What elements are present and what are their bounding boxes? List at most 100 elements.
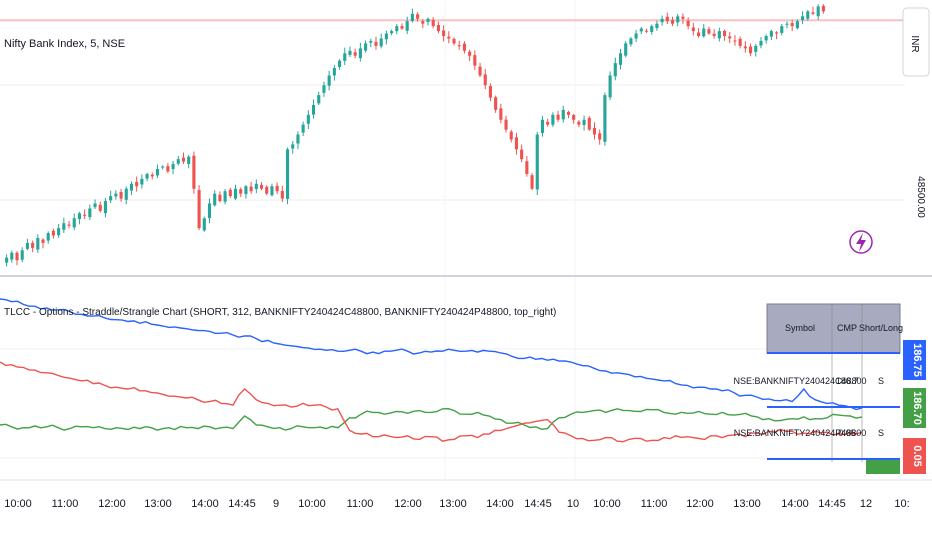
candle [452, 37, 456, 46]
candle [254, 179, 258, 194]
candle [145, 172, 149, 182]
time-tick: 14:00 [486, 498, 514, 510]
candle [738, 36, 742, 49]
badge-blue-value: 186.75 [911, 343, 923, 377]
candle [228, 187, 232, 199]
main-chart-title: Nifty Bank Index, 5, NSE [4, 38, 125, 50]
indicator-title: TLCC - Options - Straddle/Strangle Chart… [4, 307, 556, 318]
row1-cmp: 186.7 [836, 376, 859, 386]
candle [670, 16, 675, 27]
candle [166, 162, 170, 174]
candle [20, 247, 24, 263]
candle [431, 17, 435, 29]
candle [327, 70, 331, 91]
candle [540, 115, 545, 137]
candle [285, 147, 290, 205]
candle [62, 217, 66, 233]
candle [821, 4, 825, 14]
currency-label: INR [909, 35, 920, 52]
candle [712, 29, 716, 39]
series-line [0, 298, 863, 411]
candle [795, 19, 799, 30]
candle [556, 110, 560, 122]
candle [551, 112, 555, 128]
candle [686, 17, 690, 30]
candle [514, 132, 519, 155]
candle [655, 20, 659, 31]
candle [608, 71, 612, 101]
candle [171, 160, 175, 175]
candle [187, 154, 191, 169]
time-tick: 10:00 [298, 498, 326, 510]
candle [759, 37, 763, 49]
candle [343, 47, 347, 65]
candle [270, 183, 274, 197]
time-tick: 12:00 [394, 498, 422, 510]
price-badges: 186.75 186.70 0.05 [903, 340, 926, 474]
time-tick: 14:00 [191, 498, 219, 510]
candle [176, 155, 180, 166]
candle [592, 122, 597, 140]
candle [364, 40, 368, 53]
row2-side: S [878, 428, 884, 438]
candle [421, 19, 425, 29]
candle [416, 12, 420, 22]
candle [447, 31, 451, 44]
candle [405, 16, 409, 35]
series-line [0, 361, 863, 443]
candle [332, 64, 336, 81]
candle [301, 121, 305, 137]
time-tick: 13:00 [439, 498, 467, 510]
time-tick: 11:00 [347, 498, 374, 510]
currency-box[interactable] [902, 7, 930, 77]
candle [322, 81, 326, 97]
candle [181, 152, 186, 165]
candle [67, 220, 71, 229]
candle [665, 12, 669, 25]
candle [681, 13, 685, 24]
candle [561, 105, 565, 123]
candle [77, 211, 81, 225]
candle [306, 110, 310, 129]
candle [572, 113, 576, 124]
candle [57, 223, 61, 238]
candle [369, 38, 373, 48]
header-symbol: Symbol [785, 323, 815, 333]
table-side-cell [866, 460, 900, 474]
candle [629, 36, 633, 47]
candle [192, 151, 196, 194]
candle [390, 29, 394, 36]
lightning-icon[interactable] [849, 230, 873, 254]
candle [520, 144, 524, 163]
candle [811, 6, 815, 16]
candle [624, 41, 628, 58]
time-tick: 13:00 [144, 498, 172, 510]
candle [83, 209, 87, 220]
candle [775, 31, 779, 40]
time-tick: 14:00 [781, 498, 809, 510]
time-tick: 11:00 [52, 498, 79, 510]
candle [46, 231, 50, 244]
candle [395, 23, 399, 35]
candle [509, 129, 513, 143]
candle [603, 92, 607, 146]
row1-symbol: NSE:BANKNIFTY240424C48800 [733, 376, 866, 386]
candle [155, 164, 160, 178]
candle [25, 238, 29, 251]
candle [436, 21, 440, 34]
candle [473, 50, 477, 70]
candle [754, 43, 758, 57]
candle [213, 190, 217, 207]
candle [743, 41, 747, 53]
time-tick: 12 [860, 498, 872, 510]
candle [546, 118, 550, 127]
candle [275, 182, 279, 195]
candle [780, 23, 784, 36]
candle [114, 190, 118, 200]
candle [598, 129, 602, 145]
candle [426, 17, 430, 26]
badge-green [903, 388, 926, 428]
candle [51, 228, 55, 239]
time-tick: 10:00 [4, 498, 32, 510]
time-tick: 13:00 [733, 498, 761, 510]
